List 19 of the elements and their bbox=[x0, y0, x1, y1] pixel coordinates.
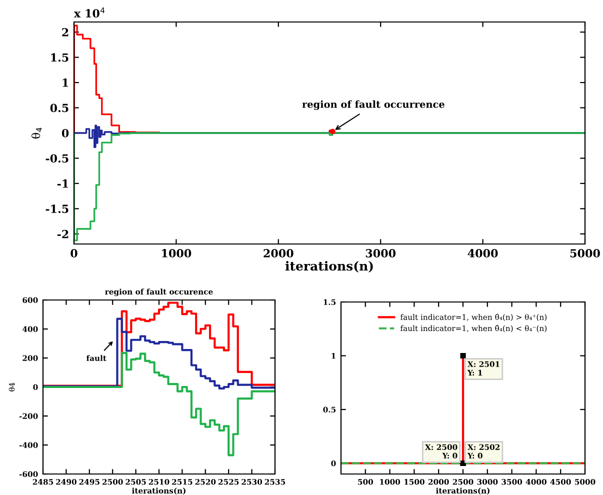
y-axis-title: θ$_{4}$ bbox=[31, 128, 42, 138]
x-tick-label: 5000 bbox=[570, 249, 600, 258]
x-tick-label: 0 bbox=[70, 249, 78, 258]
x-tick-label: 3000 bbox=[366, 249, 396, 258]
y-tick-label: -1.5 bbox=[46, 204, 68, 214]
annotation: region of fault occurrence bbox=[302, 100, 444, 110]
x-tick-label: 2000 bbox=[264, 249, 294, 258]
y-tick-label: -0.5 bbox=[46, 154, 68, 163]
y-tick-label: 1 bbox=[62, 78, 68, 87]
x-axis-title: iterations(n) bbox=[285, 261, 373, 272]
y-tick-label: -2 bbox=[57, 230, 68, 238]
y-tick-label: 1.5 bbox=[51, 53, 68, 62]
y-tick-label: 2 bbox=[62, 28, 68, 36]
text: x 10$^{4}$ bbox=[74, 7, 105, 18]
y-tick-label: -1 bbox=[57, 179, 68, 188]
x-tick-label: 1000 bbox=[162, 249, 192, 258]
y-tick-label: 0 bbox=[62, 128, 69, 138]
x-tick-label: 4000 bbox=[468, 249, 498, 258]
y-tick-label: 0.5 bbox=[50, 104, 68, 112]
